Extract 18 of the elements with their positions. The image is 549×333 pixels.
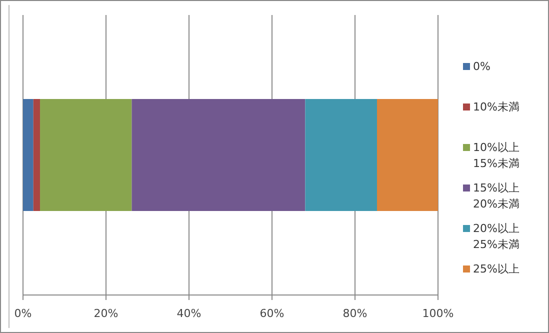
x-tick-label: 80% xyxy=(342,307,368,320)
legend-label: 15%以上 20%未満 xyxy=(473,182,520,210)
x-tick-label: 100% xyxy=(422,307,454,320)
x-tick-label: 60% xyxy=(260,307,284,320)
legend-label: 25%以上 xyxy=(473,262,520,276)
legend-label: 10%以上 15%未満 xyxy=(473,141,520,170)
bar xyxy=(33,99,40,211)
legend-label: 10%未満 xyxy=(473,100,520,114)
x-tick-label: 40% xyxy=(176,307,202,320)
legend-label: 20%以上 25%未満 xyxy=(473,222,520,251)
x-tick-label: 0% xyxy=(14,307,32,320)
bar xyxy=(305,99,377,211)
bar xyxy=(132,99,306,211)
legend-label: 0% xyxy=(473,60,490,73)
x-tick-label: 20% xyxy=(94,307,118,320)
bar xyxy=(376,99,438,211)
bar xyxy=(40,99,132,211)
bar xyxy=(23,99,34,211)
